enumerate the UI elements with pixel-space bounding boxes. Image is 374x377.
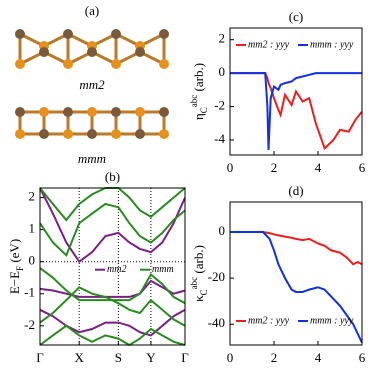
y-tick-label: 2 [219, 31, 226, 46]
x-tick-label: 2 [271, 350, 278, 365]
atom [63, 129, 73, 139]
y-axis-label-part: (eV) [7, 239, 22, 266]
atom [63, 29, 73, 39]
atom [111, 107, 121, 117]
y-tick-label: 1 [29, 221, 36, 236]
band-line [39, 202, 186, 258]
plot-frame [229, 201, 363, 346]
x-tick-label: X [74, 350, 84, 365]
band-line [39, 187, 186, 222]
y-tick-label: -40 [208, 315, 225, 330]
series-line [230, 231, 363, 266]
atom [39, 129, 49, 139]
atom [111, 59, 121, 69]
y-tick-label: -1 [24, 285, 35, 300]
series-line [230, 231, 363, 344]
atom [159, 129, 169, 139]
series-line [230, 72, 362, 151]
atom [63, 59, 73, 69]
x-tick-label: 4 [315, 350, 322, 365]
x-tick-label: 2 [271, 160, 278, 175]
y-axis-label-part: E−E [7, 271, 22, 294]
band-line [39, 187, 186, 264]
structure-caption: mm2 [79, 77, 105, 92]
legend-label: mmm : yyy [310, 39, 354, 50]
plot-frame [229, 27, 363, 156]
atom [39, 47, 49, 57]
y-tick-label: -4 [214, 131, 225, 146]
y-tick-label: 0 [219, 223, 226, 238]
panel-label: (b) [105, 169, 120, 184]
y-axis-label-part: C [199, 107, 209, 113]
atom [159, 59, 169, 69]
x-tick-label: 6 [359, 350, 366, 365]
x-tick-label: Γ [36, 350, 44, 365]
band-line [39, 308, 186, 337]
x-tick-label: Γ [181, 350, 189, 365]
band-line [39, 267, 186, 305]
y-axis-label: ηCabc (arb.) [189, 63, 209, 120]
y-axis-label-part: C [199, 289, 209, 295]
legend-label: mmm [152, 264, 174, 275]
legend-label: mm2 : yyy [248, 39, 290, 50]
atom [135, 129, 145, 139]
legend-label: mm2 : yyy [248, 315, 290, 326]
band-line [39, 286, 186, 327]
atom [111, 29, 121, 39]
atom [39, 107, 49, 117]
atom [159, 29, 169, 39]
x-tick-label: Y [146, 350, 156, 365]
y-axis-label: E−EF (eV) [7, 239, 25, 294]
band-line [39, 279, 186, 298]
legend-label: mm2 [107, 264, 126, 275]
atom [135, 47, 145, 57]
x-tick-label: 0 [227, 160, 234, 175]
atom [15, 107, 25, 117]
atom [87, 129, 97, 139]
x-tick-label: 6 [359, 160, 366, 175]
panel-label: (a) [85, 3, 99, 18]
y-tick-label: -2 [24, 317, 35, 332]
x-tick-label: 0 [227, 350, 234, 365]
y-axis-label-part: κ [191, 295, 206, 302]
y-tick-label: 0 [219, 64, 226, 79]
x-tick-label: 4 [315, 160, 322, 175]
panel-label: (c) [289, 9, 303, 24]
atom [15, 29, 25, 39]
y-axis-label-part: abc [189, 95, 199, 108]
series-line [230, 72, 363, 151]
atom [135, 107, 145, 117]
band-line [39, 324, 186, 347]
y-axis-label-part: η [191, 113, 206, 120]
y-tick-label: 2 [29, 189, 36, 204]
y-axis-label-part: (arb.) [191, 245, 206, 277]
y-tick-label: -2 [214, 98, 225, 113]
legend-label: mmm : yyy [310, 315, 354, 326]
atom [159, 107, 169, 117]
x-tick-label: S [115, 350, 122, 365]
atom [111, 129, 121, 139]
y-tick-label: -20 [208, 269, 225, 284]
structure-caption: mmm [78, 151, 106, 166]
atom [15, 59, 25, 69]
atom [87, 107, 97, 117]
y-axis-label-part: F [15, 266, 25, 271]
y-tick-label: 0 [29, 253, 36, 268]
plot-frame [39, 187, 186, 346]
y-axis-label: κCabc (arb.) [189, 245, 209, 302]
atom [63, 107, 73, 117]
y-axis-label-part: abc [189, 277, 199, 290]
atom [87, 47, 97, 57]
panel-label: (d) [288, 183, 303, 198]
atom [15, 129, 25, 139]
y-axis-label-part: (arb.) [191, 63, 206, 95]
